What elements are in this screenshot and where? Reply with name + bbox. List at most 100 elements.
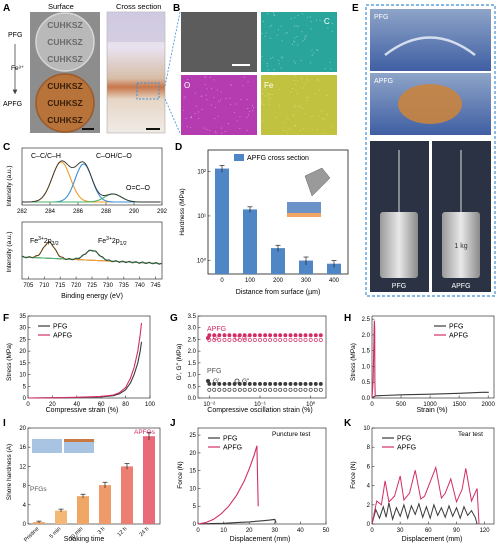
panel-g-y-tick-label: 1.0 — [188, 373, 197, 379]
panel-f-x-tick-label: 0 — [26, 402, 30, 408]
eds-speckle — [265, 89, 267, 91]
eds-speckle — [271, 25, 273, 26]
rheology-point — [252, 387, 257, 392]
rheology-point — [298, 387, 303, 392]
eds-speckle — [311, 49, 313, 51]
panel-k-xlabel: Displacement (mm) — [402, 536, 463, 543]
panel-g-y-tick-label: 0.0 — [188, 396, 197, 402]
tear-chart: 0 30 60 90 120 0 2 4 6 8 10 PFG APFG — [363, 426, 495, 534]
rheology-point — [293, 337, 298, 342]
rheology-point — [293, 387, 298, 392]
eds-speckle — [236, 120, 238, 122]
eds-speckle — [287, 117, 289, 119]
panel-j-plot-frame — [197, 427, 327, 525]
eds-speckle — [317, 79, 319, 81]
eds-speckle — [239, 128, 241, 130]
panel-k-x-tick-label: 0 — [370, 528, 374, 534]
g-apfg-g1-marker — [206, 336, 210, 340]
panel-g-x-tick-label: 10⁻² — [203, 402, 215, 408]
eds-speckle — [307, 96, 309, 98]
eds-speckle — [272, 56, 274, 58]
panel-f-y-tick-label: 30 — [19, 326, 26, 332]
eds-speckle — [331, 23, 333, 24]
panel-f-y-tick-label: 5 — [23, 384, 27, 390]
panel-f-y-tick-label: 15 — [19, 361, 26, 367]
eds-speckle — [282, 57, 283, 59]
eds-speckle — [293, 113, 294, 115]
eds-speckle — [217, 115, 219, 117]
rheology-point — [212, 337, 217, 342]
panel-d-letter: D — [175, 142, 182, 153]
eds-speckle — [249, 110, 251, 112]
panel-d-y-tick-label: 10⁰ — [197, 258, 207, 265]
panel-c: C Intensity (a.u.) 282 284 286 288 290 292 C–… — [3, 142, 168, 300]
apfg-sample-text-1: CUHKSZ — [47, 81, 82, 91]
g-pfg-g1-marker — [206, 379, 210, 383]
rheology-point — [303, 337, 308, 342]
shore-category-label: 12 h — [117, 526, 129, 538]
panel-e-letter: E — [352, 3, 359, 14]
eds-speckle — [240, 98, 242, 100]
eds-speckle — [280, 25, 282, 27]
eds-speckle — [261, 103, 262, 105]
rheology-point — [227, 381, 232, 386]
hardness-bar — [243, 209, 257, 274]
eds-speckle — [270, 58, 272, 59]
panel-f-x-tick-label: 100 — [145, 402, 156, 408]
apfg-inset-block — [64, 439, 94, 453]
eds-speckle — [266, 65, 268, 67]
panel-a-header-cross: Cross section — [116, 2, 161, 11]
eds-speckle — [275, 117, 277, 119]
pfg-sample-text-1: CUHKSZ — [47, 20, 82, 30]
c1s-x-tick-label: 288 — [101, 209, 112, 215]
eds-speckle — [300, 129, 302, 131]
eds-speckle — [264, 35, 266, 37]
rheology-point — [232, 333, 237, 338]
pfg-row-label: PFG — [8, 32, 22, 39]
c1s-envelope — [22, 160, 161, 203]
eds-speckle — [225, 97, 227, 99]
apfg-sample-text-3: CUHKSZ — [47, 115, 82, 125]
panel-k-x-tick-label: 60 — [425, 528, 432, 534]
c1s-fit-component — [22, 193, 161, 203]
panel-g-xlabel: Compressive oscillation strain (%) — [207, 407, 312, 414]
panel-i-plot-frame — [27, 427, 161, 525]
eds-speckle — [230, 103, 231, 105]
fe-label: Fe³⁺ — [11, 65, 25, 72]
rheology-point — [288, 387, 293, 392]
panel-k-x-tick-label: 30 — [397, 528, 404, 534]
panel-i-letter: I — [3, 418, 6, 429]
eds-speckle — [279, 105, 280, 107]
rheology-point — [222, 337, 227, 342]
eds-speckle — [206, 129, 207, 130]
rheology-point — [268, 337, 273, 342]
eds-speckle — [326, 114, 328, 115]
panel-h-legend-label: PFG — [449, 324, 463, 331]
rheology-point — [242, 333, 247, 338]
panel-h-legend-label: APFG — [449, 333, 468, 340]
panel-f-y-tick-label: 10 — [19, 373, 26, 379]
eds-speckle — [190, 117, 192, 118]
pfg-inset-block — [32, 439, 62, 453]
hardness-bar — [215, 168, 229, 274]
g-pfg-g2-marker — [234, 378, 240, 384]
eds-speckle — [306, 78, 308, 80]
panel-k-legend-label: APFG — [397, 445, 416, 452]
eds-speckle — [187, 79, 189, 80]
panel-f-y-tick-label: 25 — [19, 337, 26, 343]
panel-g-y-tick-label: 0.5 — [188, 384, 197, 390]
eds-speckle — [271, 94, 273, 96]
eds-speckle — [296, 92, 298, 94]
eds-speckle — [306, 100, 308, 101]
panel-i-y-tick-label: 0 — [23, 522, 27, 528]
rheology-point — [308, 333, 313, 338]
panel-k-x-tick-label: 120 — [480, 528, 491, 534]
eds-speckle — [194, 113, 196, 115]
c1s-fit-component — [22, 161, 161, 203]
rheology-point — [283, 387, 288, 392]
eds-speckle — [231, 84, 233, 86]
eds-speckle — [295, 105, 296, 106]
eds-speckle — [190, 116, 192, 118]
sem-image — [181, 12, 257, 72]
panel-h-ylabel: Stress (MPa) — [350, 343, 357, 381]
